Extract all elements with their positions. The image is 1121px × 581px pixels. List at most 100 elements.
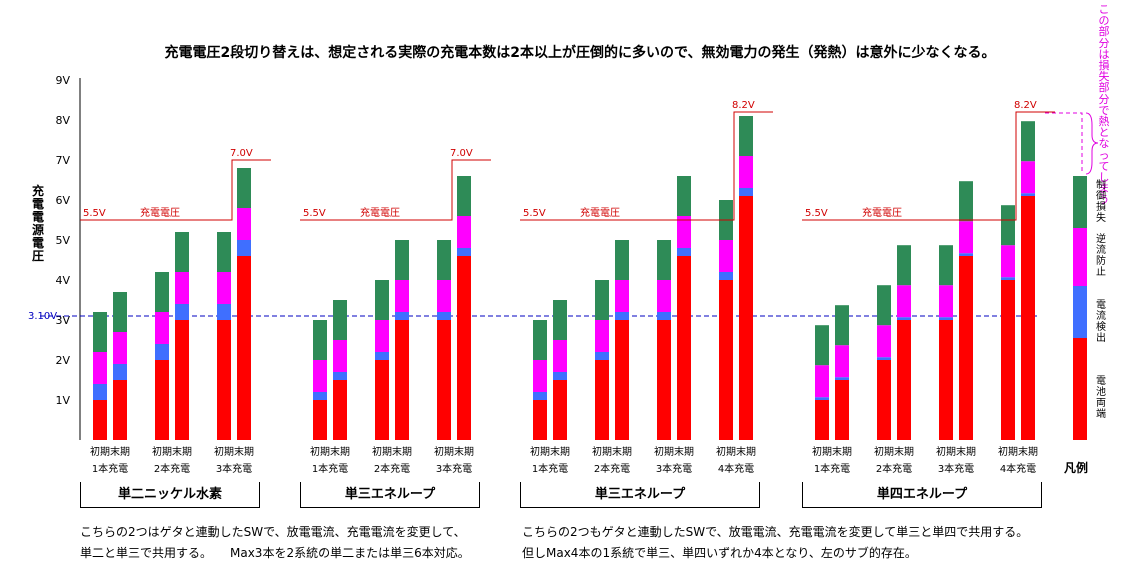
bar-segment-逆流防止 [553,340,567,372]
y-tick-label: 6V [55,194,70,207]
bar-segment-逆流防止 [615,280,629,312]
bar-label: 末期 [330,445,350,458]
bar-label: 末期 [1018,445,1038,458]
pair-label: 1本充電 [814,462,850,475]
group-label-3: 単三エネループ [520,482,760,508]
y-tick-label: 8V [55,114,70,127]
note-right-line1: こちらの2つもゲタと連動したSWで、放電電流、充電電流を変更して単三と単四で共用… [522,525,1029,539]
y-tick-label: 3V [55,314,70,327]
bar-segment-制御損失 [533,320,547,360]
bar-segment-電池両端 [615,320,629,440]
bar-segment-電流検出 [313,392,327,400]
group-label-4: 単四エネループ [802,482,1042,508]
pair-label: 3本充電 [436,462,472,475]
bar-segment-電流検出 [657,312,671,320]
pair-label: 3本充電 [938,462,974,475]
note-left-line1: こちらの2つはゲタと連動したSWで、放電電流、充電電流を変更して、 [80,525,466,539]
bar-label: 初期 [90,445,110,458]
supply-curve-label: 充電電圧 [140,206,180,219]
note-right-line2: 但しMax4本の1系統で単三、単四いずれか4本となり、左のサブ的存在。 [522,546,917,560]
bar-segment-電流検出 [939,317,953,320]
loss-region-guide [1045,112,1083,174]
bar-segment-逆流防止 [677,216,691,248]
bar-segment-電流検出 [719,272,733,280]
legend-label-control-loss: 制御損失 [1096,180,1106,224]
bar-segment-制御損失 [595,280,609,320]
bar-label: 末期 [612,445,632,458]
supply-low-label: 5.5V [83,208,106,219]
bar-segment-電池両端 [739,196,753,440]
bar-segment-電池両端 [1021,196,1035,440]
bar-segment-電池両端 [959,256,973,440]
bar-label: 初期 [214,445,234,458]
bar-segment-電池両端 [897,320,911,440]
legend-label-current-sense: 電流検出 [1096,300,1106,344]
supply-voltage-line [802,111,1055,221]
bar-label: 初期 [434,445,454,458]
bar-label: 初期 [716,445,736,458]
bar-segment-逆流防止 [93,352,107,384]
bar-label: 初期 [152,445,172,458]
bar-segment-逆流防止 [595,320,609,352]
supply-voltage-line [520,111,773,221]
bar-segment-電流検出 [113,364,127,380]
bar-segment-電池両端 [217,320,231,440]
group-label-2: 単三エネループ [300,482,480,508]
bar-segment-逆流防止 [533,360,547,392]
y-tick-label: 5V [55,234,70,247]
bar-segment-制御損失 [553,300,567,340]
bar-segment-電池両端 [939,320,953,440]
bar-segment-逆流防止 [657,280,671,312]
bar-label: 末期 [832,445,852,458]
bar-label: 初期 [592,445,612,458]
y-tick-label: 2V [55,354,70,367]
bar-segment-逆流防止 [395,280,409,312]
supply-high-label: 7.0V [450,148,473,159]
bar-label: 末期 [110,445,130,458]
bar-segment-電流検出 [437,312,451,320]
pair-label: 2本充電 [876,462,912,475]
bar-segment-逆流防止 [897,285,911,318]
bar-segment-電流検出 [217,304,231,320]
y-tick-label: 7V [55,154,70,167]
y-tick-label: 1V [55,394,70,407]
bar-segment-制御損失 [877,285,891,326]
bar-label: 末期 [172,445,192,458]
bar-label: 初期 [310,445,330,458]
bar-segment-電流検出 [959,253,973,256]
bar-segment-電池両端 [113,380,127,440]
bar-segment-電池両端 [93,400,107,440]
bar-segment-電流検出 [533,392,547,400]
supply-voltage-line [80,159,271,221]
bar-segment-電流検出 [595,352,609,360]
bar-segment-電池両端 [457,256,471,440]
bar-segment-電流検出 [835,377,849,380]
bar-segment-電流検出 [175,304,189,320]
bar-segment-電流検出 [93,384,107,400]
bar-segment-電池両端 [553,380,567,440]
bar-segment-逆流防止 [457,216,471,248]
pair-label: 2本充電 [374,462,410,475]
bar-segment-逆流防止 [1021,161,1035,194]
bar-segment-逆流防止 [113,332,127,364]
bar-segment-逆流防止 [1001,245,1015,278]
bar-label: 末期 [234,445,254,458]
bar-label: 初期 [372,445,392,458]
bar-segment-電流検出 [333,372,347,380]
bar-label: 末期 [550,445,570,458]
bar-segment-制御損失 [815,325,829,366]
bar-label: 末期 [956,445,976,458]
bar-segment-電池両端 [533,400,547,440]
bar-segment-電流検出 [457,248,471,256]
bar-segment-電池両端 [877,360,891,440]
bar-segment-逆流防止 [877,325,891,358]
bar-segment-逆流防止 [333,340,347,372]
pair-label: 1本充電 [532,462,568,475]
pair-label: 3本充電 [656,462,692,475]
bar-segment-逆流防止 [437,280,451,312]
bar-segment-電池両端 [375,360,389,440]
supply-high-label: 8.2V [732,100,755,111]
bar-segment-電池両端 [395,320,409,440]
bar-label: 末期 [674,445,694,458]
